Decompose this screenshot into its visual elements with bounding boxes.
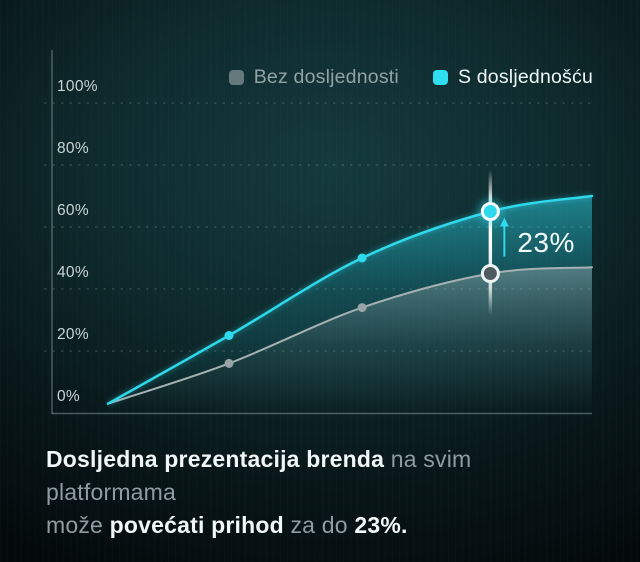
y-axis-label: 100% [57,78,98,95]
caption-segment: na svim platformama [46,446,472,505]
caption-segment: povećati prihod [109,512,284,538]
caption-segment: 23%. [354,512,408,538]
legend-label: Bez dosljednosti [253,66,399,88]
legend-swatch-gray [228,70,244,85]
caption-segment: može [46,512,110,538]
y-axis-label: 0% [57,388,80,405]
legend-swatch-cyan [432,70,448,85]
annotation-label: 23% [517,227,575,258]
chart-legend: Bez dosljednosti S dosljednošću [228,66,593,89]
caption-line-2: može povećati prihod za do 23%. [46,509,606,542]
y-axis-label: 80% [57,140,89,157]
y-axis-label: 60% [57,202,89,219]
data-point-gray [357,303,367,313]
area-bez-dosljednosti [108,267,592,413]
legend-item-bez-dosljednosti: Bez dosljednosti [228,66,399,89]
highlight-marker-gray [480,264,500,283]
caption-segment: Dosljedna prezentacija brenda [46,446,385,472]
highlight-marker-cyan [480,202,500,221]
y-axis-label: 40% [57,264,89,281]
caption-segment: za do [283,512,355,538]
legend-item-s-dosljednoscu: S dosljednošću [432,66,593,89]
caption: Dosljedna prezentacija brenda na svim pl… [46,443,606,542]
data-point-cyan [224,331,234,340]
y-axis-label: 20% [57,326,89,343]
legend-label: S dosljednošću [457,66,593,88]
increase-arrow-head-icon [499,217,509,227]
data-point-gray [224,358,234,368]
caption-line-1: Dosljedna prezentacija brenda na svim pl… [46,443,606,509]
revenue-area-chart: 23% 0% 20% 40% 60% 80% 100% [44,50,594,415]
data-point-cyan [357,253,367,263]
